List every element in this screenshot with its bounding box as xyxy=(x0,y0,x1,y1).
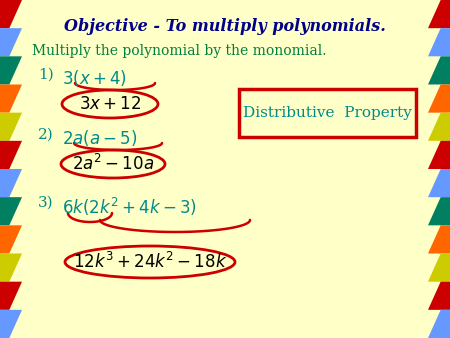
Text: 1): 1) xyxy=(38,68,54,82)
Polygon shape xyxy=(0,254,22,282)
Text: Multiply the polynomial by the monomial.: Multiply the polynomial by the monomial. xyxy=(32,44,327,58)
Polygon shape xyxy=(0,141,22,169)
Text: Distributive  Property: Distributive Property xyxy=(243,106,412,120)
Polygon shape xyxy=(0,28,22,56)
Text: Objective - To multiply polynomials.: Objective - To multiply polynomials. xyxy=(64,18,386,35)
Polygon shape xyxy=(0,169,22,197)
Polygon shape xyxy=(0,310,22,338)
Polygon shape xyxy=(0,282,22,310)
Text: $2a^{2} - 10a$: $2a^{2} - 10a$ xyxy=(72,154,154,174)
Polygon shape xyxy=(0,0,22,28)
Text: $3x +12$: $3x +12$ xyxy=(79,95,141,113)
Polygon shape xyxy=(0,197,22,225)
FancyBboxPatch shape xyxy=(239,89,416,137)
Text: $2a(a - 5)$: $2a(a - 5)$ xyxy=(62,128,138,148)
Polygon shape xyxy=(0,225,22,254)
Polygon shape xyxy=(428,141,450,169)
Polygon shape xyxy=(428,113,450,141)
Polygon shape xyxy=(428,0,450,28)
Text: 3): 3) xyxy=(38,196,54,210)
Polygon shape xyxy=(428,310,450,338)
Polygon shape xyxy=(428,254,450,282)
Polygon shape xyxy=(428,169,450,197)
Polygon shape xyxy=(428,56,450,84)
Text: $12k^{3} + 24k^{2} - 18k$: $12k^{3} + 24k^{2} - 18k$ xyxy=(73,252,227,272)
Text: $6k(2k^{2} + 4k - 3)$: $6k(2k^{2} + 4k - 3)$ xyxy=(62,196,197,218)
Polygon shape xyxy=(428,225,450,254)
Polygon shape xyxy=(0,84,22,113)
Polygon shape xyxy=(428,197,450,225)
Polygon shape xyxy=(428,84,450,113)
Text: 2): 2) xyxy=(38,128,54,142)
Text: $3(x + 4)$: $3(x + 4)$ xyxy=(62,68,127,88)
Polygon shape xyxy=(0,56,22,84)
Polygon shape xyxy=(428,282,450,310)
Polygon shape xyxy=(0,113,22,141)
Polygon shape xyxy=(428,28,450,56)
